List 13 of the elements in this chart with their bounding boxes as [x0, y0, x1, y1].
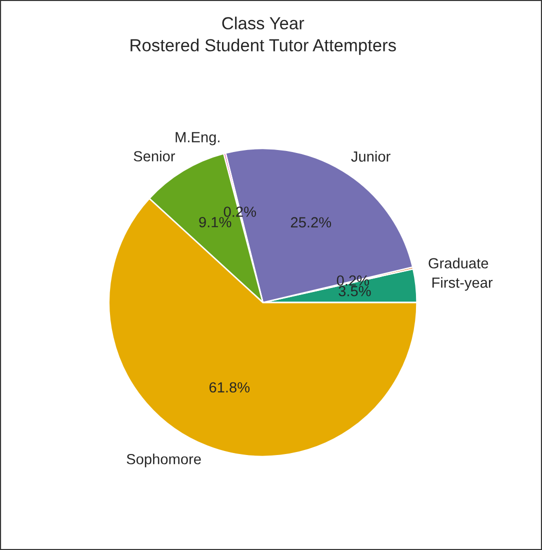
slice-label: Graduate	[428, 258, 488, 268]
slice-label: Junior	[351, 150, 390, 162]
slice-label: M.Eng.	[176, 132, 220, 146]
data-label: 0.2%	[224, 206, 256, 217]
chart-subtitle: Rostered Student Tutor Attempters	[130, 38, 396, 55]
slice-label: Sophomore	[126, 454, 201, 468]
slice-label: Senior	[134, 150, 176, 162]
data-label: 3.5%	[338, 286, 371, 296]
chart-title: Class Year	[222, 16, 304, 30]
data-label: 61.8%	[209, 382, 250, 393]
data-label: 9.1%	[199, 217, 232, 228]
slice-label: First-year	[432, 277, 493, 291]
data-label: 25.2%	[290, 217, 332, 228]
